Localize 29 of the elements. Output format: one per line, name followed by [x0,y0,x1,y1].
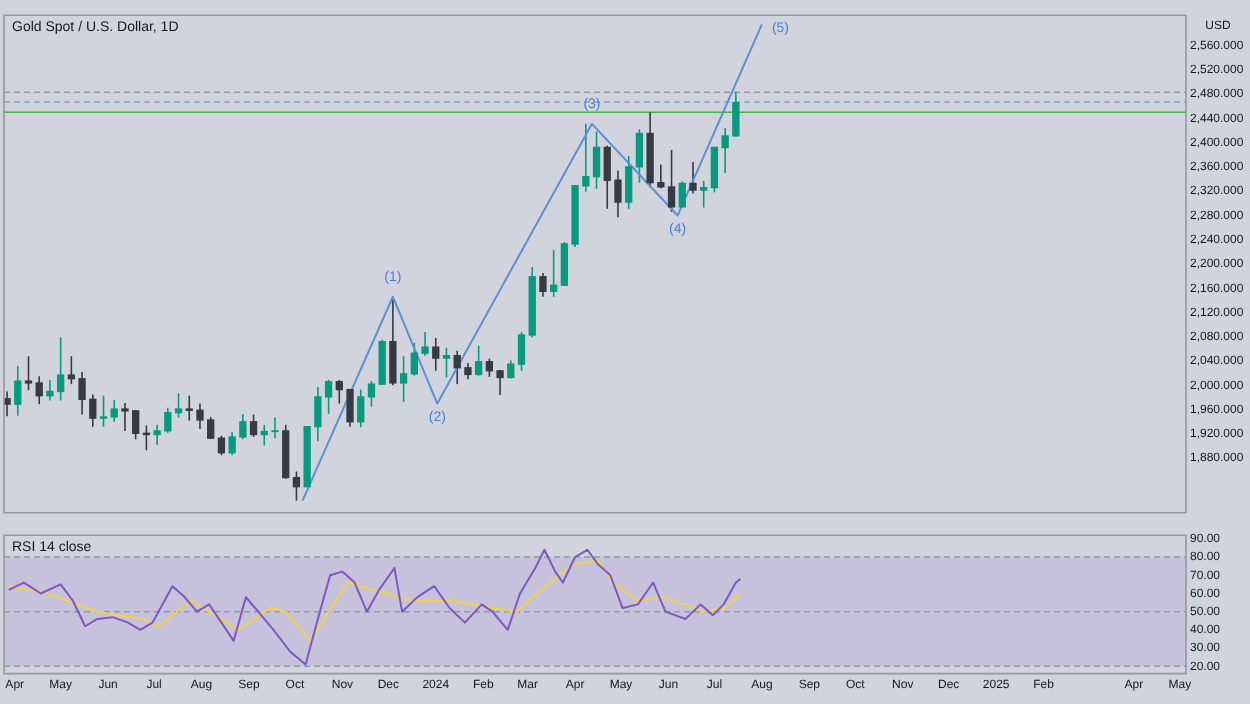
candlestick [517,331,526,372]
candlestick [592,130,601,190]
candlestick [357,388,365,429]
candlestick [432,337,440,372]
candlestick [700,180,708,209]
candlestick [217,434,226,456]
candlestick [474,345,483,377]
candlestick [678,180,686,209]
candlestick [292,470,301,502]
candlestick [442,346,451,379]
candlestick [35,375,43,405]
candlestick [667,149,676,213]
candlestick [99,394,108,428]
candlestick [689,161,697,195]
candlestick [24,355,33,392]
candlestick [174,392,183,419]
candlestick [14,365,22,417]
candlestick [378,339,386,386]
candlestick [507,359,515,380]
candlestick [367,380,376,408]
candlestick [539,272,547,298]
candlestick [625,155,633,210]
candlestick [249,413,258,438]
candlestick [399,355,408,403]
candlestick [4,390,11,418]
candlestick [389,295,397,387]
candlestick [635,128,644,184]
candlestick [550,249,558,298]
candlestick [110,399,118,423]
